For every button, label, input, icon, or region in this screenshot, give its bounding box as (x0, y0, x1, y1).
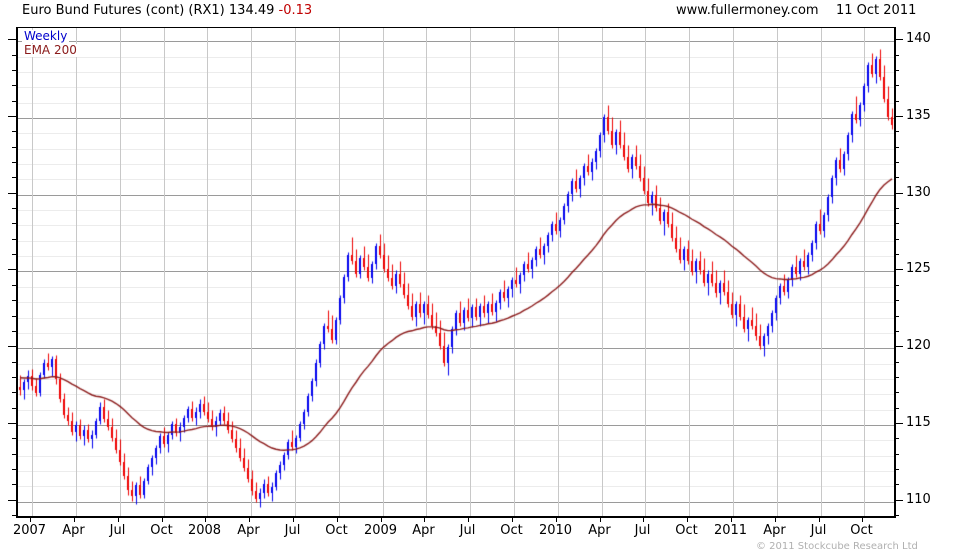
chart-plot-area[interactable]: Weekly EMA 200 (16, 27, 896, 518)
x-tick-label: 2009 (363, 523, 398, 538)
y-tick-label: 130 (906, 184, 931, 200)
x-tick-label: Oct (150, 523, 173, 538)
y-tick-label: 110 (906, 491, 931, 507)
chart-title: Euro Bund Futures (cont) (RX1) 134.49 -0… (22, 2, 312, 20)
x-tick-label: Jul (810, 523, 827, 538)
x-tick-label: 2011 (713, 523, 748, 538)
chart-date: 11 Oct 2011 (836, 3, 917, 18)
x-tick-label: Apr (763, 523, 786, 538)
copyright-notice: © 2011 Stockcube Research Ltd (756, 541, 918, 552)
x-tick-label: Apr (237, 523, 260, 538)
y-tick-label: 125 (906, 261, 931, 277)
x-tick-label: Oct (675, 523, 698, 538)
instrument-name: Euro Bund Futures (cont) (RX1) (22, 3, 225, 18)
x-tick-label: Apr (412, 523, 435, 538)
x-tick-label: Apr (588, 523, 611, 538)
y-tick-label: 140 (906, 31, 931, 47)
y-tick-label: 135 (906, 108, 931, 123)
y-tick-label: 120 (906, 338, 931, 354)
candlestick-canvas (18, 28, 894, 516)
x-tick-label: 2010 (538, 523, 573, 538)
site-url: www.fullermoney.com (676, 3, 819, 18)
y-tick-label: 115 (906, 414, 931, 430)
x-tick-label: 2007 (12, 523, 47, 538)
x-tick-label: Oct (850, 523, 873, 538)
last-price: 134.49 (228, 3, 275, 18)
price-change: -0.13 (278, 3, 313, 18)
x-tick-label: Oct (500, 523, 523, 538)
legend-item-weekly: Weekly (22, 29, 70, 43)
legend-item-ema200: EMA 200 (22, 43, 79, 57)
x-tick-label: Jul (459, 523, 476, 538)
x-tick-label: 2008 (187, 523, 222, 538)
x-tick-label: Jul (284, 523, 301, 538)
x-tick-label: Jul (109, 523, 126, 538)
x-tick-label: Apr (62, 523, 85, 538)
x-tick-label: Oct (325, 523, 348, 538)
x-tick-label: Jul (634, 523, 651, 538)
